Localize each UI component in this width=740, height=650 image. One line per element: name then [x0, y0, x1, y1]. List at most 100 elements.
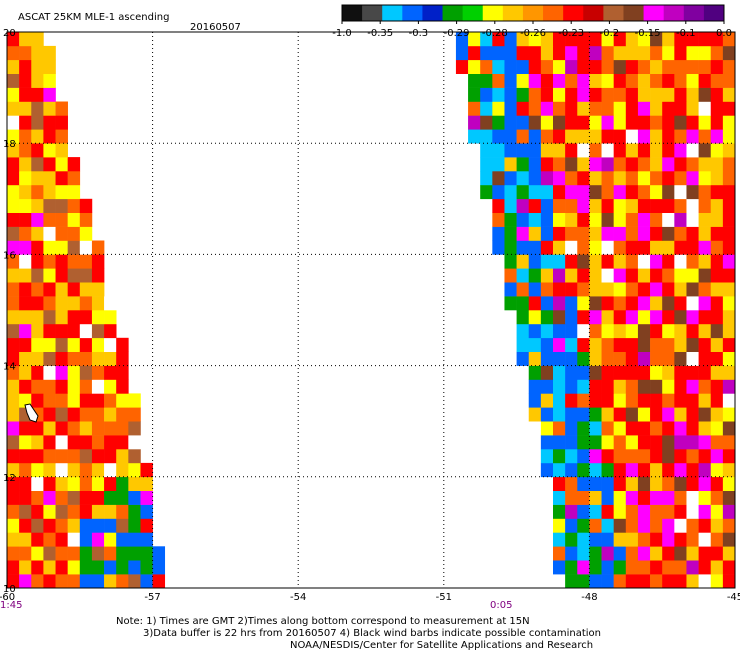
data-cell	[625, 337, 639, 352]
data-cell	[565, 393, 578, 408]
data-cell	[19, 421, 32, 436]
data-cell	[67, 296, 81, 311]
data-cell	[686, 143, 699, 158]
data-cell	[662, 32, 675, 47]
data-cell	[674, 476, 687, 491]
data-cell	[625, 32, 639, 47]
data-cell	[43, 462, 56, 478]
data-cell	[686, 421, 699, 436]
data-cell	[104, 407, 117, 422]
data-cell	[698, 282, 712, 297]
data-cell	[698, 143, 712, 158]
data-cell	[662, 546, 675, 561]
data-cell	[577, 365, 590, 380]
data-cell	[613, 157, 627, 172]
note-line-3: NOAA/NESDIS/Center for Satellite Applica…	[290, 640, 593, 650]
data-cell	[492, 171, 505, 186]
data-cell	[91, 282, 105, 297]
data-cell	[565, 546, 578, 561]
data-cell	[553, 518, 566, 533]
data-cell	[589, 337, 602, 352]
data-cell	[553, 101, 566, 116]
data-cell	[55, 462, 68, 478]
data-cell	[722, 87, 736, 102]
data-cell	[577, 462, 590, 478]
colorbar-label: -0.3	[409, 28, 429, 39]
data-cell	[31, 379, 44, 394]
data-cell	[19, 226, 32, 241]
data-cell	[553, 73, 566, 88]
lon-tick-label: -45	[727, 592, 740, 603]
data-cell	[480, 129, 493, 144]
data-cell	[662, 379, 675, 394]
data-cell	[686, 504, 699, 519]
colorbar-swatch	[563, 5, 584, 21]
data-cell	[516, 184, 530, 200]
data-cell	[91, 490, 105, 505]
data-cell	[480, 59, 493, 74]
data-cell	[637, 323, 651, 339]
data-cell	[504, 32, 517, 47]
data-cell	[128, 407, 141, 422]
data-cell	[55, 129, 68, 144]
data-cell	[116, 560, 129, 575]
data-cell	[128, 476, 141, 491]
data-cell	[55, 143, 68, 158]
data-cell	[722, 59, 736, 74]
data-cell	[67, 560, 81, 575]
data-cell	[710, 45, 724, 61]
data-cell	[55, 449, 68, 464]
data-cell	[698, 184, 712, 200]
data-cell	[504, 157, 517, 172]
data-cell	[152, 560, 166, 575]
data-cell	[480, 45, 493, 61]
data-cell	[662, 101, 675, 116]
data-cell	[698, 504, 712, 519]
data-cell	[43, 546, 56, 561]
data-cell	[650, 490, 663, 505]
data-cell	[79, 296, 93, 311]
data-cell	[601, 546, 614, 561]
data-cell	[662, 226, 675, 241]
data-cell	[589, 435, 602, 450]
data-cell	[67, 254, 81, 269]
data-cell	[650, 532, 663, 547]
data-cell	[67, 268, 81, 283]
data-cell	[79, 337, 93, 352]
colorbar-label: -0.29	[444, 28, 470, 39]
data-cell	[516, 310, 530, 325]
data-cell	[589, 32, 602, 47]
data-cell	[674, 518, 687, 533]
data-cell	[31, 59, 44, 74]
data-cell	[79, 254, 93, 269]
data-cell	[650, 226, 663, 241]
data-cell	[55, 184, 68, 200]
data-cell	[19, 365, 32, 380]
data-cell	[565, 490, 578, 505]
data-cell	[722, 560, 736, 575]
data-cell	[625, 268, 639, 283]
data-cell	[19, 115, 32, 130]
data-cell	[128, 490, 141, 505]
data-cell	[637, 59, 651, 74]
data-cell	[43, 268, 56, 283]
data-cell	[698, 560, 712, 575]
data-cell	[140, 462, 153, 478]
data-cell	[19, 296, 32, 311]
data-cell	[55, 282, 68, 297]
data-cell	[104, 365, 117, 380]
data-cell	[516, 351, 530, 366]
data-cell	[504, 87, 517, 102]
data-cell	[662, 351, 675, 366]
data-cell	[686, 87, 699, 102]
data-cell	[91, 546, 105, 561]
data-cell	[601, 268, 614, 283]
data-cell	[613, 323, 627, 339]
data-cell	[637, 407, 651, 422]
data-cell	[613, 59, 627, 74]
data-cell	[637, 310, 651, 325]
data-cell	[565, 504, 578, 519]
data-cell	[19, 59, 32, 74]
data-cell	[31, 421, 44, 436]
data-cell	[650, 184, 663, 200]
